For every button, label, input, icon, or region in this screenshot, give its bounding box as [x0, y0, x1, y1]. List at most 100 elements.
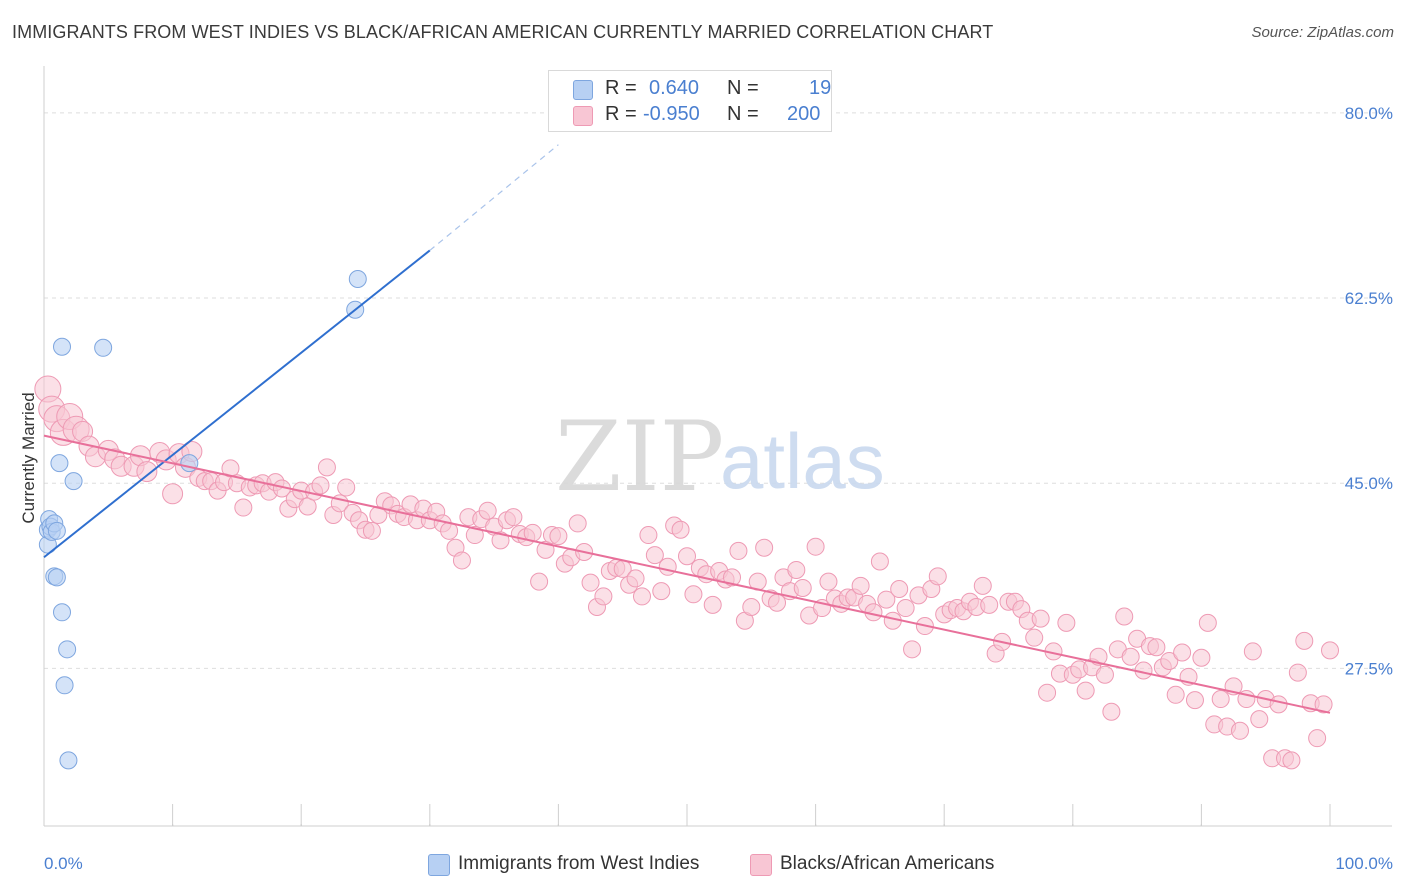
point-blacks	[311, 476, 330, 495]
point-blacks	[877, 590, 896, 609]
legend-r-label: R =	[605, 103, 637, 125]
legend-swatch-pink	[573, 106, 593, 126]
point-blacks	[1173, 643, 1192, 662]
point-blacks	[1102, 702, 1121, 721]
point-blacks	[870, 552, 889, 571]
legend-label: Immigrants from West Indies	[458, 853, 700, 874]
point-blacks	[298, 497, 317, 516]
point-blacks	[504, 508, 523, 527]
point-blacks	[337, 478, 356, 497]
point-blacks	[1185, 691, 1204, 710]
point-blacks	[1211, 690, 1230, 709]
correlation-legend: R = 0.640 N = 19 R = -0.950 N = 200	[548, 70, 832, 132]
point-blacks	[806, 537, 825, 556]
point-blacks	[1076, 681, 1095, 700]
point-blacks	[1121, 647, 1140, 666]
legend-swatch-blue	[428, 854, 450, 876]
point-blacks	[1243, 642, 1262, 661]
point-blacks	[594, 587, 613, 606]
legend-swatch-pink	[750, 854, 772, 876]
point-west-indies	[53, 337, 72, 356]
point-blacks	[1147, 638, 1166, 657]
point-blacks	[1308, 729, 1327, 748]
point-blacks	[723, 568, 742, 587]
legend-swatch-blue	[573, 80, 593, 100]
point-blacks	[1166, 685, 1185, 704]
point-west-indies	[53, 603, 72, 622]
watermark-atlas: atlas	[720, 417, 885, 505]
point-blacks	[452, 551, 471, 570]
y-axis-label: Currently Married	[19, 392, 38, 523]
point-blacks	[639, 526, 658, 545]
point-blacks	[678, 547, 696, 566]
point-blacks	[362, 521, 381, 540]
point-blacks	[671, 520, 690, 539]
tick-labels: 27.5% 45.0% 62.5% 80.0% 0.0% 100.0%	[44, 104, 1393, 873]
point-blacks	[703, 595, 722, 614]
y-tick-label: 62.5%	[1345, 289, 1393, 308]
trendline-west-indies	[43, 249, 431, 559]
point-blacks	[1192, 648, 1211, 667]
point-blacks	[1230, 721, 1249, 740]
point-blacks	[221, 459, 240, 478]
trendline-blacks	[43, 434, 1331, 714]
y-tick-label: 45.0%	[1345, 474, 1393, 493]
point-blacks	[530, 572, 549, 591]
point-blacks	[755, 538, 774, 557]
chart-title: IMMIGRANTS FROM WEST INDIES VS BLACK/AFR…	[12, 22, 994, 42]
watermark-zip: ZIP	[555, 401, 724, 513]
point-blacks	[658, 557, 677, 576]
trendlines	[43, 144, 1331, 714]
point-blacks	[851, 576, 870, 595]
legend-n-label: N =	[727, 77, 759, 99]
point-blacks	[742, 597, 761, 616]
point-blacks	[465, 526, 484, 545]
point-west-indies	[55, 676, 74, 695]
point-blacks	[973, 576, 992, 595]
point-blacks	[890, 580, 909, 599]
series-west-indies-points	[38, 270, 367, 770]
point-blacks	[1057, 613, 1076, 632]
legend-r-value: -0.950	[643, 103, 700, 125]
point-blacks	[491, 531, 510, 550]
watermark: ZIP atlas	[555, 401, 885, 513]
point-blacks	[234, 498, 253, 517]
point-blacks	[903, 640, 922, 659]
source-label: Source: ZipAtlas.com	[1251, 24, 1394, 41]
point-blacks	[1160, 651, 1179, 670]
point-blacks	[684, 585, 703, 604]
point-west-indies	[64, 472, 83, 491]
point-blacks	[317, 458, 336, 477]
point-blacks	[819, 572, 838, 591]
point-blacks	[1282, 751, 1301, 770]
point-blacks	[632, 587, 651, 606]
point-blacks	[1295, 631, 1314, 650]
legend-r-label: R =	[605, 77, 637, 99]
legend-n-label: N =	[727, 103, 759, 125]
point-blacks	[136, 461, 158, 483]
point-blacks	[793, 578, 812, 597]
point-blacks	[581, 573, 600, 592]
legend-n-value: 19	[809, 77, 832, 99]
point-blacks	[1115, 607, 1134, 626]
point-west-indies	[47, 521, 66, 540]
point-blacks	[549, 527, 568, 546]
point-blacks	[568, 514, 587, 533]
point-blacks	[652, 582, 671, 601]
gridlines	[44, 112, 1392, 669]
trendline-west-indies-extension	[429, 144, 559, 251]
point-blacks	[787, 560, 806, 579]
axes	[43, 66, 1392, 827]
point-blacks	[729, 541, 748, 560]
point-blacks	[645, 546, 664, 565]
point-west-indies	[94, 338, 113, 357]
point-blacks	[1314, 695, 1333, 714]
point-blacks	[1269, 695, 1288, 714]
y-tick-label: 80.0%	[1345, 104, 1393, 123]
series-legend: Immigrants from West Indies Blacks/Afric…	[0, 850, 1406, 880]
point-west-indies	[348, 270, 367, 289]
x-tick-label: 100.0%	[1335, 854, 1393, 873]
point-blacks	[1025, 628, 1044, 647]
point-west-indies	[47, 568, 66, 587]
